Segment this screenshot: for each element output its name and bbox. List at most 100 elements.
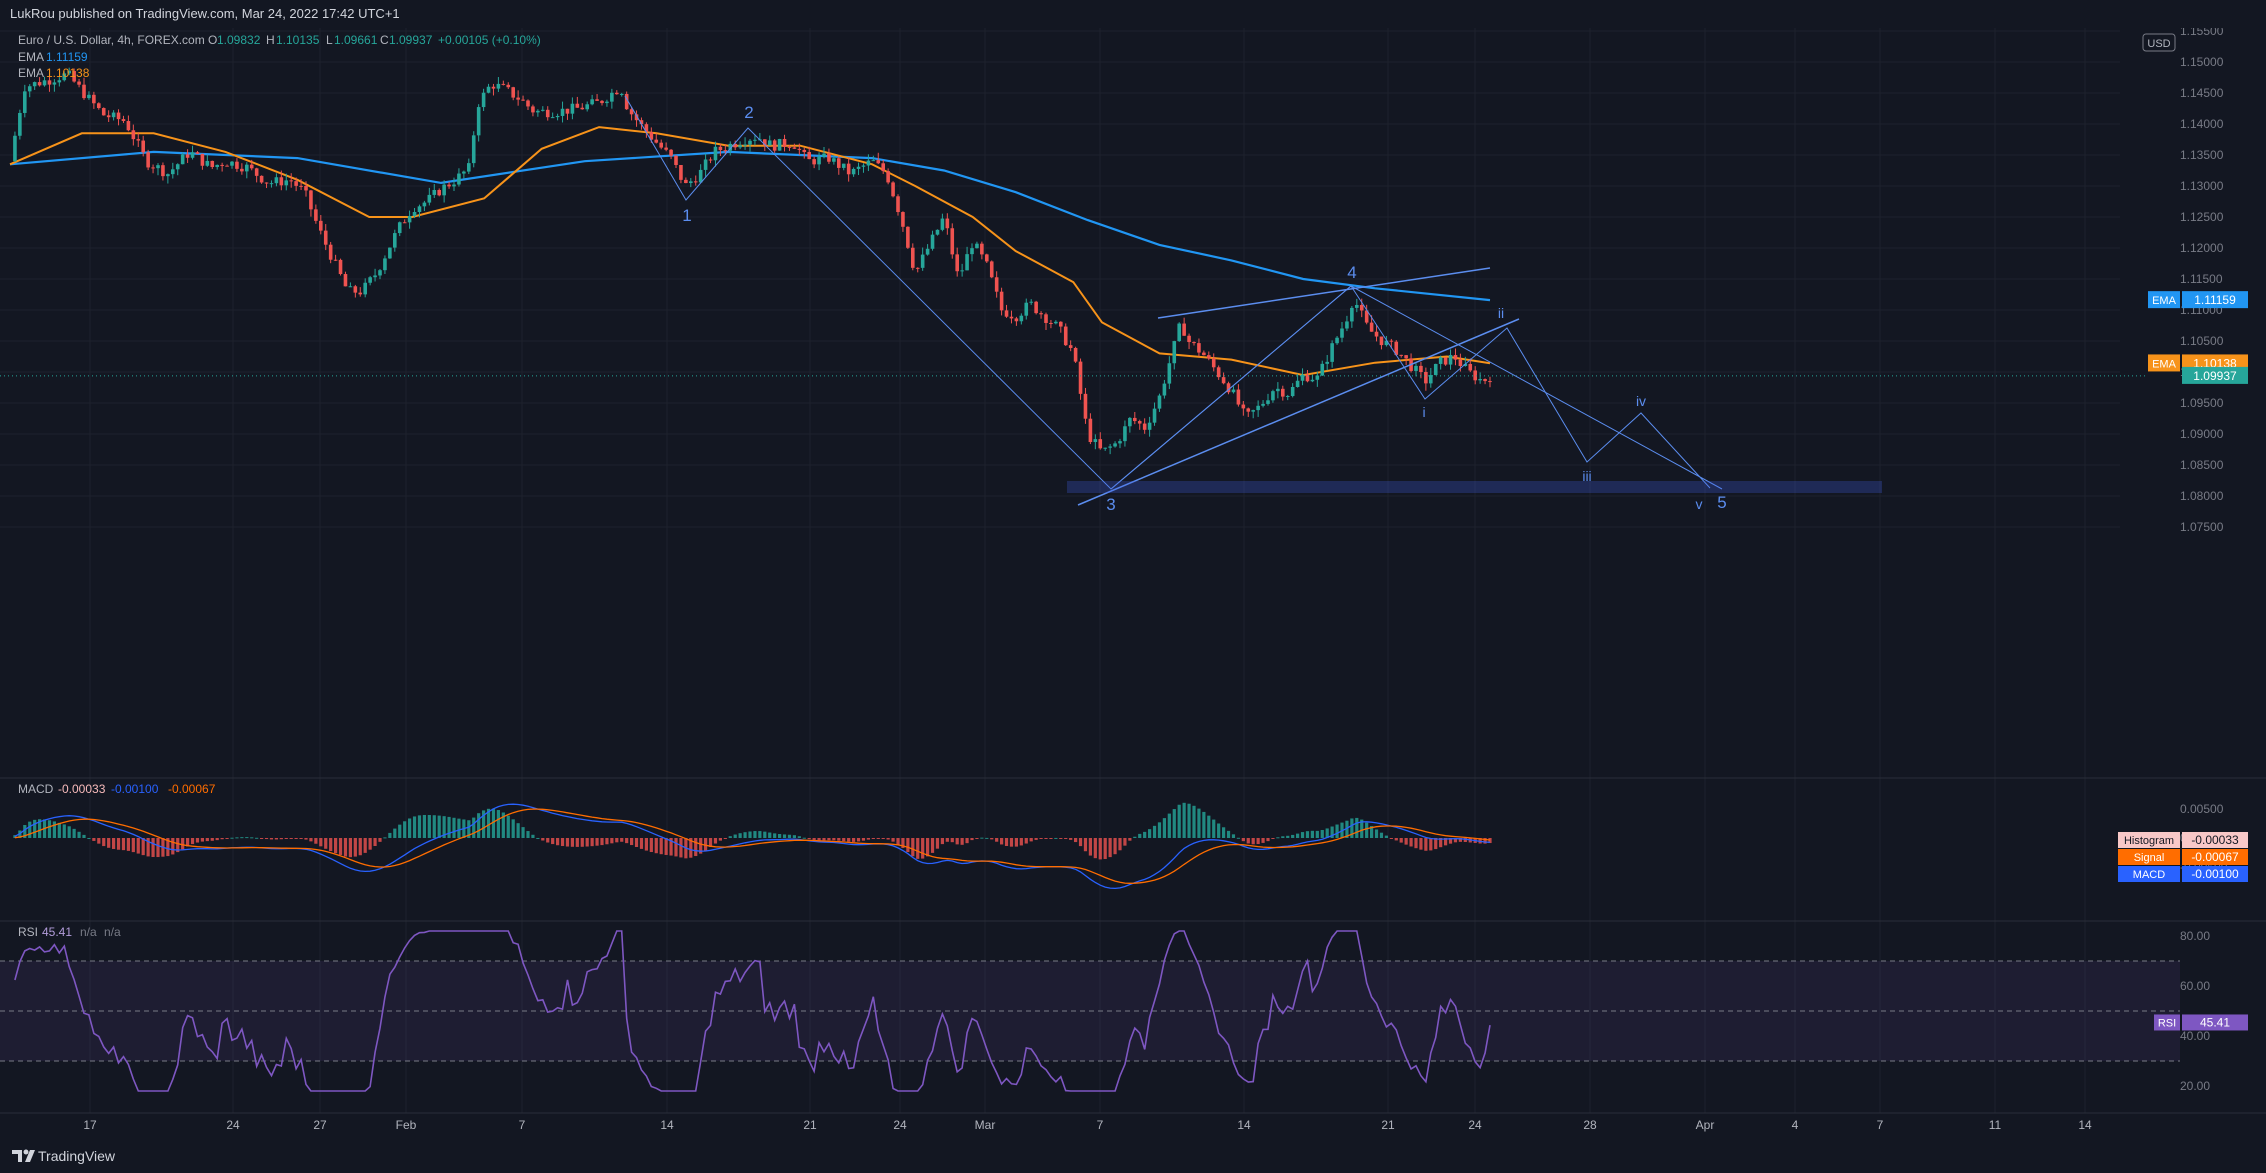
candle-body	[32, 82, 37, 87]
macd-histogram-bar	[348, 838, 352, 858]
footer-brand: TradingView	[38, 1148, 116, 1164]
candle-body	[945, 218, 950, 229]
macd-histogram-bar	[112, 838, 116, 849]
symbol-label: Euro / U.S. Dollar, 4h, FOREX.com	[18, 33, 205, 47]
candle-body	[1128, 417, 1132, 427]
rsi-tick-label: 20.00	[2180, 1079, 2210, 1093]
price-tick-label: 1.09500	[2180, 396, 2224, 410]
time-tick-label: 14	[1237, 1118, 1251, 1132]
price-tick-label: 1.07500	[2180, 520, 2224, 534]
price-tick-label: 1.09000	[2180, 427, 2224, 441]
candle-body	[1374, 331, 1379, 337]
candle-body	[876, 160, 881, 164]
macd-histogram-bar	[343, 838, 348, 857]
candle-body	[62, 73, 67, 81]
macd-histogram-bar	[768, 832, 772, 838]
candle-body	[832, 158, 836, 162]
price-tick-label: 1.13500	[2180, 148, 2224, 162]
candle-body	[1453, 355, 1458, 360]
macd-histogram-bar	[1207, 815, 1211, 838]
macd-histogram-bar	[871, 838, 875, 839]
candle-body	[457, 173, 461, 185]
candle-body	[767, 140, 772, 146]
macd-histogram-bar	[1305, 831, 1310, 838]
macd-histogram-bar	[250, 837, 254, 839]
candle-body	[629, 109, 634, 115]
rsi-line	[14, 930, 1491, 1092]
candle-body	[274, 177, 279, 184]
macd-legend-macd: -0.00100	[111, 782, 159, 796]
macd-histogram-bar	[718, 838, 722, 841]
candle-body	[452, 184, 456, 187]
macd-histogram-bar	[200, 838, 204, 842]
candle-body	[314, 209, 318, 221]
macd-histogram-bar	[526, 831, 530, 838]
macd-histogram-bar	[28, 821, 32, 838]
macd-histogram-bar	[1483, 838, 1487, 844]
candle-body	[1192, 342, 1196, 344]
price-badge-bg	[2182, 366, 2248, 384]
wave-label: 1	[682, 206, 691, 225]
rsi-tick-label: 60.00	[2180, 979, 2210, 993]
candle-body	[545, 109, 550, 118]
wave-label: 2	[744, 103, 753, 122]
macd-histogram-bar	[876, 838, 880, 839]
macd-histogram-bar	[1463, 838, 1467, 842]
candle-body	[131, 130, 136, 140]
macd-histogram-bar	[1069, 838, 1073, 840]
time-tick-label: 7	[519, 1118, 526, 1132]
candle-body	[615, 92, 619, 95]
price-tick-label: 1.08500	[2180, 458, 2224, 472]
macd-histogram-bar	[1261, 838, 1265, 843]
time-tick-label: 17	[83, 1118, 97, 1132]
candle-body	[841, 163, 846, 168]
macd-histogram-bar	[1286, 835, 1290, 838]
candle-body	[659, 142, 663, 148]
macd-histogram-bar	[324, 838, 328, 849]
macd-histogram-bar	[388, 832, 392, 838]
macd-histogram-bar	[467, 820, 471, 838]
macd-histogram-bar	[1310, 830, 1314, 838]
macd-histogram-bar	[1350, 818, 1354, 838]
macd-histogram-bar	[536, 837, 540, 839]
candle-body	[985, 254, 989, 262]
candle-body	[560, 108, 565, 116]
macd-histogram-bar	[1118, 838, 1122, 851]
candle-body	[1014, 318, 1019, 322]
macd-histogram-bar	[625, 838, 629, 844]
candle-body	[284, 180, 289, 186]
macd-histogram-bar	[970, 838, 974, 841]
macd-histogram-bar	[787, 834, 792, 838]
candle-body	[1345, 321, 1349, 329]
macd-histogram-bar	[1212, 819, 1216, 838]
candle-body	[1063, 326, 1068, 346]
candle-body	[259, 175, 264, 183]
candle-body	[935, 229, 940, 235]
macd-histogram-bar	[151, 838, 155, 857]
candle-body	[1009, 316, 1014, 319]
currency-button[interactable]	[2142, 33, 2176, 52]
time-tick-label: 24	[226, 1118, 240, 1132]
macd-histogram-bar	[269, 838, 274, 840]
low-label: L	[326, 33, 333, 47]
macd-histogram-bar	[1389, 838, 1393, 839]
candle-body	[664, 147, 668, 150]
candle-body	[407, 215, 412, 223]
macd-histogram-bar	[580, 838, 584, 847]
publish-header: LukRou published on TradingView.com, Mar…	[0, 0, 2266, 28]
macd-histogram-bar	[748, 831, 752, 838]
macd-histogram-bar	[107, 838, 111, 848]
macd-histogram-bar	[491, 808, 496, 838]
macd-histogram-bar	[1231, 834, 1236, 838]
candle-body	[97, 103, 101, 109]
candle-body	[37, 82, 42, 86]
macd-histogram-bar	[1024, 838, 1028, 844]
candle-body	[412, 212, 417, 216]
candle-body	[772, 140, 777, 151]
candle-body	[1108, 446, 1112, 448]
macd-histogram-bar	[817, 838, 821, 841]
candle-body	[689, 181, 693, 184]
time-tick-label: 24	[893, 1118, 907, 1132]
candle-body	[491, 86, 496, 89]
